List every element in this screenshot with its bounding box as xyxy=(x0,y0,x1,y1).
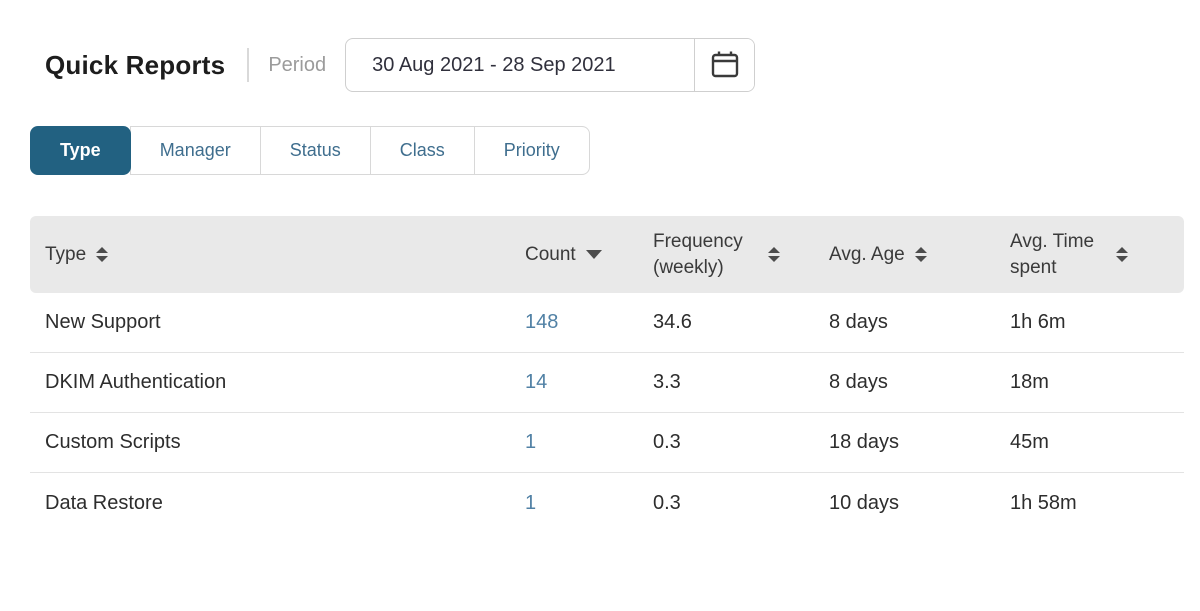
count-link[interactable]: 1 xyxy=(525,491,537,514)
avg-age-cell: 8 days xyxy=(829,371,888,393)
column-header-avg-time-spent[interactable]: Avg. Time spent xyxy=(1010,229,1184,280)
type-cell: New Support xyxy=(45,311,161,333)
frequency-cell: 3.3 xyxy=(653,371,681,393)
avg-time-spent-cell: 1h 6m xyxy=(1010,311,1066,333)
frequency-cell: 34.6 xyxy=(653,311,692,333)
column-label: Avg. Age xyxy=(829,243,905,265)
sort-icon xyxy=(914,246,927,262)
column-header-frequency[interactable]: Frequency (weekly) xyxy=(653,229,829,280)
column-label: Avg. Time spent xyxy=(1010,230,1095,278)
tab-type[interactable]: Type xyxy=(30,126,131,175)
calendar-button[interactable] xyxy=(695,39,755,91)
column-label: Frequency (weekly) xyxy=(653,230,743,278)
tab-manager[interactable]: Manager xyxy=(129,126,261,175)
count-link[interactable]: 14 xyxy=(525,371,548,393)
avg-age-cell: 8 days xyxy=(829,311,888,333)
table-row: DKIM Authentication 14 3.3 8 days 18m xyxy=(30,353,1184,413)
avg-time-spent-cell: 18m xyxy=(1010,371,1049,393)
calendar-icon xyxy=(709,48,741,83)
sort-icon xyxy=(96,246,109,262)
frequency-cell: 0.3 xyxy=(653,431,681,453)
type-cell: Custom Scripts xyxy=(45,431,181,453)
tab-priority[interactable]: Priority xyxy=(473,126,590,175)
tab-status[interactable]: Status xyxy=(259,126,371,175)
avg-age-cell: 10 days xyxy=(829,491,900,514)
count-link[interactable]: 148 xyxy=(525,311,559,333)
avg-time-spent-cell: 45m xyxy=(1010,431,1049,453)
type-cell: Data Restore xyxy=(45,491,163,514)
title-divider xyxy=(247,48,250,82)
table-row: New Support 148 34.6 8 days 1h 6m xyxy=(30,293,1184,353)
date-range-input[interactable]: 30 Aug 2021 - 28 Sep 2021 xyxy=(372,53,616,76)
report-tabs: Type Manager Status Class Priority xyxy=(30,126,1200,175)
type-cell: DKIM Authentication xyxy=(45,371,227,393)
topbar: Quick Reports Period 30 Aug 2021 - 28 Se… xyxy=(45,38,1200,92)
page-title: Quick Reports xyxy=(45,49,226,80)
period-label: Period xyxy=(268,53,327,76)
avg-age-cell: 18 days xyxy=(829,431,900,453)
column-label: Count xyxy=(525,243,576,265)
table-row: Data Restore 1 0.3 10 days 1h 58m xyxy=(30,473,1184,533)
avg-time-spent-cell: 1h 58m xyxy=(1010,491,1077,514)
column-header-type[interactable]: Type xyxy=(30,242,525,268)
column-label: Type xyxy=(45,243,87,265)
date-range-control: 30 Aug 2021 - 28 Sep 2021 xyxy=(345,38,756,92)
column-header-count[interactable]: Count xyxy=(525,242,653,268)
sort-icon xyxy=(1116,247,1128,262)
sort-desc-icon xyxy=(585,249,602,259)
column-header-avg-age[interactable]: Avg. Age xyxy=(829,242,1010,268)
table-header-row: Type Count Frequency (weekly) Avg. Age A… xyxy=(30,216,1184,293)
frequency-cell: 0.3 xyxy=(653,491,681,514)
table-row: Custom Scripts 1 0.3 18 days 45m xyxy=(30,413,1184,473)
report-table: Type Count Frequency (weekly) Avg. Age A… xyxy=(30,216,1184,533)
date-control-divider xyxy=(694,39,696,91)
tab-class[interactable]: Class xyxy=(369,126,475,175)
count-link[interactable]: 1 xyxy=(525,431,537,453)
sort-icon xyxy=(768,247,780,262)
